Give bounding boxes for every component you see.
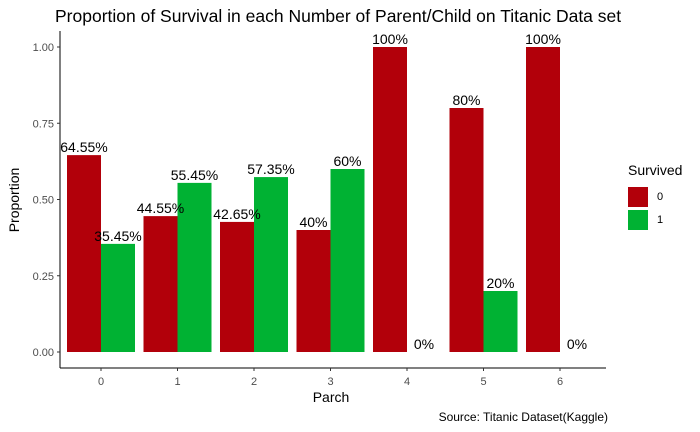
y-tick-label: 0.00 xyxy=(33,347,54,359)
bar-survived-1-parch-1 xyxy=(177,182,212,352)
x-tick-label: 3 xyxy=(327,376,333,388)
bar-label: 44.55% xyxy=(137,200,184,216)
bar-survived-0-parch-2 xyxy=(220,221,254,352)
x-tick-label: 0 xyxy=(98,376,104,388)
bar-label: 0% xyxy=(414,336,434,352)
legend-key-1 xyxy=(628,209,648,230)
x-tick-label: 4 xyxy=(404,376,410,388)
bar-label: 55.45% xyxy=(171,167,218,183)
bar-label: 42.65% xyxy=(213,206,260,222)
bar-label: 80% xyxy=(452,92,480,108)
x-tick-label: 1 xyxy=(174,376,180,388)
bar-label: 40% xyxy=(299,214,327,230)
legend: Survived 0 1 xyxy=(628,162,682,231)
bar-survived-0-parch-4 xyxy=(373,47,407,352)
bar-survived-1-parch-5 xyxy=(483,291,518,352)
y-tick-label: 0.50 xyxy=(33,195,54,207)
bar-label: 100% xyxy=(525,31,561,47)
y-tick-label: 1.00 xyxy=(33,42,54,54)
y-tick-label: 0.75 xyxy=(33,118,54,130)
y-axis: 0.00 0.25 0.50 0.75 1.00 xyxy=(33,31,61,368)
chart-title: Proportion of Survival in each Number of… xyxy=(55,6,622,26)
bar-survived-0-parch-5 xyxy=(449,108,484,352)
bar-label: 20% xyxy=(486,275,514,291)
bar-label: 35.45% xyxy=(94,228,141,244)
legend-label-0: 0 xyxy=(657,190,664,203)
legend-key-0 xyxy=(628,186,648,207)
y-tick-label: 0.25 xyxy=(33,271,54,283)
bar-label: 60% xyxy=(333,153,361,169)
bar-survived-1-parch-0 xyxy=(101,243,135,352)
bar-label: 100% xyxy=(372,31,408,47)
bars-group xyxy=(67,47,560,352)
bar-label: 0% xyxy=(567,336,587,352)
x-axis-title: Parch xyxy=(313,389,350,405)
y-axis-title: Proportion xyxy=(6,168,22,233)
legend-item-0: 0 xyxy=(628,185,682,208)
bar-survived-1-parch-2 xyxy=(254,177,288,352)
bar-survived-0-parch-6 xyxy=(526,47,560,352)
bar-labels-group: 64.55% 44.55% 42.65% 40% 100% 80% 100% 35.45% 55… xyxy=(60,31,587,352)
x-tick-label: 2 xyxy=(251,376,257,388)
bar-survived-1-parch-3 xyxy=(330,169,365,352)
x-axis: 0 1 2 3 4 5 6 xyxy=(60,367,606,388)
bar-survived-0-parch-0 xyxy=(67,155,101,352)
legend-label-1: 1 xyxy=(657,213,664,226)
chart-caption: Source: Titanic Dataset(Kaggle) xyxy=(438,410,608,424)
legend-title: Survived xyxy=(628,162,683,178)
legend-item-1: 1 xyxy=(628,208,682,231)
x-tick-label: 6 xyxy=(557,376,563,388)
bar-survived-0-parch-1 xyxy=(143,216,178,352)
bar-survived-0-parch-3 xyxy=(296,230,331,352)
x-tick-label: 5 xyxy=(480,376,486,388)
bar-label: 64.55% xyxy=(60,139,107,155)
bar-label: 57.35% xyxy=(247,161,294,177)
